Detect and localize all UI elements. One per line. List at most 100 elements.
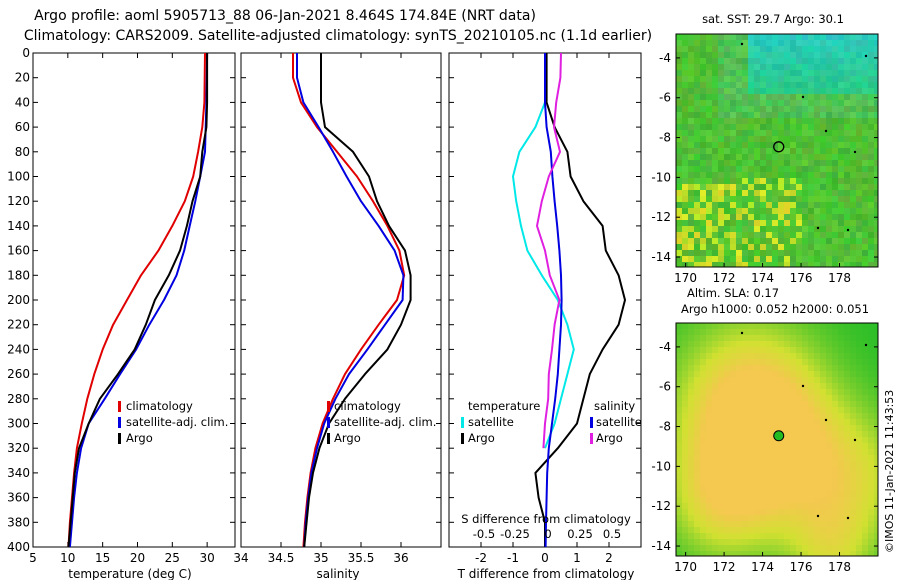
sst-cell	[796, 238, 803, 245]
sst-cell	[808, 148, 815, 155]
sla-cell	[712, 365, 719, 372]
sla-cell	[874, 341, 878, 348]
sla-cell	[856, 515, 863, 522]
sla-cell	[772, 545, 779, 552]
sla-cell	[820, 383, 827, 390]
sla-cell	[754, 545, 761, 552]
sst-cell	[862, 214, 869, 221]
sst-cell	[862, 220, 869, 227]
sla-cell	[802, 545, 809, 552]
sla-cell	[862, 431, 869, 438]
sla-cell	[796, 491, 803, 498]
sst-cell	[862, 208, 869, 215]
sst-cell	[820, 244, 827, 251]
island-dot	[864, 54, 868, 58]
sst-cell	[760, 40, 767, 47]
sla-cell	[724, 521, 731, 528]
sst-cell	[856, 46, 863, 53]
sla-cell	[700, 473, 707, 480]
sst-cell	[808, 232, 815, 239]
sla-cell	[838, 479, 845, 486]
sst-cell	[844, 70, 851, 77]
sla-cell	[856, 425, 863, 432]
sst-cell	[838, 220, 845, 227]
sst-cell	[682, 178, 689, 185]
sst-cell	[682, 250, 689, 257]
sst-cell	[766, 238, 773, 245]
sst-cell	[736, 46, 743, 53]
sst-cell	[700, 130, 707, 137]
sla-cell	[832, 359, 839, 366]
sla-cell	[802, 395, 809, 402]
sla-cell	[790, 413, 797, 420]
sla-cell	[706, 371, 713, 378]
sla-cell	[808, 383, 815, 390]
sst-cell	[784, 232, 791, 239]
sst-cell	[766, 154, 773, 161]
sla-cell	[766, 461, 773, 468]
sla-cell	[706, 323, 713, 330]
sla-cell	[682, 365, 689, 372]
sla-cell	[712, 545, 719, 552]
sla-cell	[850, 533, 857, 540]
sst-cell	[790, 70, 797, 77]
sst-cell	[802, 214, 809, 221]
sla-cell	[796, 323, 803, 330]
sla-cell	[700, 359, 707, 366]
sst-cell	[760, 100, 767, 107]
sst-cell	[820, 46, 827, 53]
sla-cell	[868, 443, 875, 450]
sst-cell	[688, 118, 695, 125]
sla-cell	[820, 515, 827, 522]
sst-cell	[820, 106, 827, 113]
sst-cell	[832, 58, 839, 65]
sla-cell	[742, 389, 749, 396]
sla-cell	[814, 419, 821, 426]
sst-cell	[760, 52, 767, 59]
sla-cell	[802, 377, 809, 384]
sla-cell	[802, 389, 809, 396]
sst-cell	[850, 46, 857, 53]
sst-cell	[736, 58, 743, 65]
sla-cell	[814, 503, 821, 510]
sst-cell	[850, 232, 857, 239]
sla-cell	[688, 413, 695, 420]
sst-cell	[748, 64, 755, 71]
sst-cell	[784, 262, 791, 267]
sla-cell	[832, 395, 839, 402]
sla-cell	[820, 413, 827, 420]
sst-cell	[814, 100, 821, 107]
sst-cell	[826, 250, 833, 257]
sst-cell	[838, 112, 845, 119]
sla-cell	[796, 395, 803, 402]
x-tick-label: 0	[541, 551, 549, 565]
sla-cell	[712, 515, 719, 522]
sst-cell	[724, 250, 731, 257]
sst-cell	[838, 136, 845, 143]
sla-cell	[874, 389, 878, 396]
sla-cell	[694, 509, 701, 516]
sst-cell	[682, 112, 689, 119]
sst-cell	[826, 136, 833, 143]
sst-cell	[688, 148, 695, 155]
sst-cell	[766, 214, 773, 221]
sst-cell	[742, 244, 749, 251]
sla-cell	[796, 419, 803, 426]
sst-cell	[760, 178, 767, 185]
sst-cell	[814, 232, 821, 239]
sla-cell	[820, 485, 827, 492]
sst-cell	[784, 250, 791, 257]
sst-cell	[772, 100, 779, 107]
sla-cell	[850, 497, 857, 504]
sla-cell	[814, 455, 821, 462]
sst-cell	[742, 94, 749, 101]
sst-map-panel: sat. SST: 29.7 Argo: 30.1 170 172 174 176 17…	[651, 12, 879, 285]
sla-cell	[766, 473, 773, 480]
sst-cell	[694, 106, 701, 113]
sla-cell	[730, 527, 737, 534]
sst-cell	[826, 160, 833, 167]
sst-cell	[688, 202, 695, 209]
sst-cell	[748, 118, 755, 125]
sst-cell	[844, 166, 851, 173]
sla-cell	[688, 497, 695, 504]
